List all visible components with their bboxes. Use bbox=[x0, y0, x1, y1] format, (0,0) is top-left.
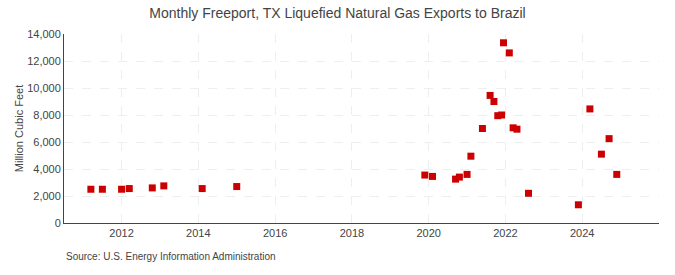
svg-text:6,000: 6,000 bbox=[33, 136, 61, 148]
svg-text:2022: 2022 bbox=[493, 227, 517, 239]
svg-text:2024: 2024 bbox=[570, 227, 594, 239]
svg-text:2018: 2018 bbox=[340, 227, 364, 239]
svg-text:2016: 2016 bbox=[263, 227, 287, 239]
svg-text:12,000: 12,000 bbox=[27, 55, 61, 67]
svg-text:8,000: 8,000 bbox=[33, 109, 61, 121]
svg-text:4,000: 4,000 bbox=[33, 163, 61, 175]
svg-text:2,000: 2,000 bbox=[33, 190, 61, 202]
svg-text:2014: 2014 bbox=[186, 227, 210, 239]
svg-text:2020: 2020 bbox=[416, 227, 440, 239]
svg-text:0: 0 bbox=[55, 217, 61, 229]
svg-text:Monthly Freeport, TX Liquefied: Monthly Freeport, TX Liquefied Natural G… bbox=[149, 5, 525, 21]
svg-text:2012: 2012 bbox=[109, 227, 133, 239]
svg-text:10,000: 10,000 bbox=[27, 82, 61, 94]
svg-text:14,000: 14,000 bbox=[27, 28, 61, 40]
svg-text:Million Cubic Feet: Million Cubic Feet bbox=[13, 85, 25, 172]
svg-text:Source: U.S. Energy Informatio: Source: U.S. Energy Information Administ… bbox=[66, 251, 276, 262]
